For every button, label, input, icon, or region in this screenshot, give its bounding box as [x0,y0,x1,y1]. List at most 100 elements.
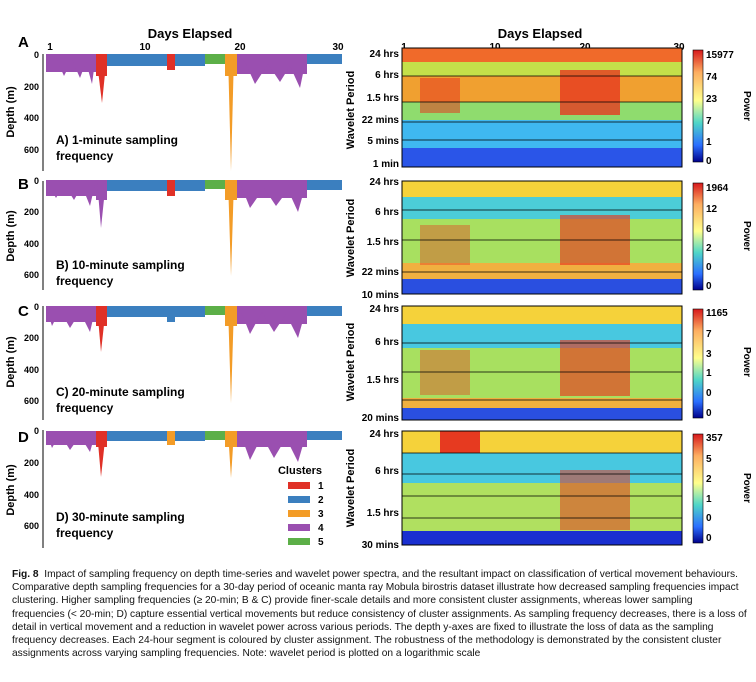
panel-title: A) 1-minute sampling [56,133,178,147]
power-label: 0 [706,156,712,167]
wavelet-heatmap [401,47,683,168]
wavelet-y-label: Wavelet Period [345,71,357,149]
power-labels: 15977 74 23 7 1 0 [706,50,734,167]
legend-label: 4 [318,523,324,534]
depth-x-axis-title: Days Elapsed [148,26,233,41]
depth-y-tick: 200 [24,333,39,343]
depth-y-tick: 400 [24,113,39,123]
depth-y-tick: 0 [34,426,39,436]
period-label: 6 hrs [375,207,399,218]
depth-y-tick: 400 [24,239,39,249]
panel-a: A 0 200 400 600 Depth (m) A) 1-minute sa… [5,34,752,171]
power-colorbar [692,433,704,544]
period-label: 10 mins [362,290,400,301]
power-label: 23 [706,94,718,105]
depth-x-tick: 30 [332,42,344,53]
figure-caption: Fig. 8 Impact of sampling frequency on d… [12,568,747,660]
depth-y-label: Depth (m) [5,464,17,516]
period-label: 22 mins [362,115,400,126]
panel-title: B) 10-minute sampling [56,258,185,272]
wavelet-y-label: Wavelet Period [345,449,357,527]
power-label: 1 [706,368,712,379]
legend-title: Clusters [278,465,322,477]
depth-y-tick: 200 [24,458,39,468]
period-label: 20 mins [362,413,400,424]
depth-x-tick: 10 [139,42,151,53]
power-label: 0 [706,533,712,544]
power-label: 0 [706,388,712,399]
depth-y-ticks: 0 200 400 600 [24,426,39,531]
power-axis-label: Power [741,91,752,121]
legend-label: 1 [318,481,324,492]
depth-y-label: Depth (m) [5,86,17,138]
depth-y-tick: 0 [34,176,39,186]
depth-y-ticks: 0 200 400 600 [24,176,39,280]
panel-d: D 0 200 400 600 Depth (m) D) 30-minute s… [5,426,752,551]
power-axis-label: Power [741,473,752,503]
wavelet-x-axis-title: Days Elapsed [498,26,583,41]
power-label: 0 [706,513,712,524]
power-label: 74 [706,72,718,83]
wavelet-y-label: Wavelet Period [345,323,357,401]
period-labels: 24 hrs 6 hrs 1.5 hrs 20 mins [362,304,400,424]
period-label: 24 hrs [370,177,400,188]
depth-y-tick: 400 [24,365,39,375]
power-label: 0 [706,281,712,292]
depth-y-tick: 400 [24,490,39,500]
panel-title: frequency [56,274,114,288]
power-label: 357 [706,433,723,444]
period-label: 24 hrs [370,429,400,440]
depth-y-ticks: 0 200 400 600 [24,50,39,155]
period-labels: 24 hrs 6 hrs 1.5 hrs 22 mins 10 mins [362,177,400,301]
power-colorbar [692,182,704,291]
power-label: 2 [706,243,712,254]
depth-trace [46,306,342,403]
depth-y-tick: 600 [24,396,39,406]
period-label: 24 hrs [370,49,400,60]
depth-y-ticks: 0 200 400 600 [24,302,39,406]
wavelet-heatmap [401,180,683,295]
depth-y-tick: 600 [24,145,39,155]
period-label: 6 hrs [375,70,399,81]
depth-y-label: Depth (m) [5,336,17,388]
power-label: 1 [706,494,712,505]
depth-trace [46,180,342,276]
panel-c: C 0 200 400 600 Depth (m) C) 20-minute s… [5,302,752,424]
depth-x-ticks: 1 10 20 30 [47,42,344,53]
power-label: 3 [706,349,712,360]
period-labels: 24 hrs 6 hrs 1.5 hrs 22 mins 5 mins 1 mi… [362,49,400,170]
power-label: 0 [706,262,712,273]
panel-letter: A [18,34,29,51]
depth-y-tick: 0 [34,50,39,60]
power-label: 7 [706,329,712,340]
legend-label: 3 [318,509,324,520]
panel-title: frequency [56,526,114,540]
depth-trace [46,54,342,171]
panel-title: D) 30-minute sampling [56,510,185,524]
period-label: 1.5 hrs [367,508,400,519]
depth-x-tick: 1 [47,42,53,53]
period-label: 1 min [373,159,399,170]
power-label: 1165 [706,308,728,319]
period-labels: 24 hrs 6 hrs 1.5 hrs 30 mins [362,429,400,551]
depth-y-tick: 200 [24,82,39,92]
legend-swatch-2 [288,496,310,503]
period-label: 24 hrs [370,304,400,315]
legend-swatch-1 [288,482,310,489]
power-colorbar [692,308,704,419]
legend-swatch-5 [288,538,310,545]
wavelet-heatmap [401,305,683,421]
depth-y-tick: 600 [24,521,39,531]
power-colorbar [692,49,704,163]
power-axis-label: Power [741,347,752,377]
power-label: 5 [706,454,712,465]
period-label: 5 mins [367,136,399,147]
depth-trace [46,431,342,478]
panel-letter: B [18,176,29,193]
period-label: 6 hrs [375,337,399,348]
power-axis-label: Power [741,221,752,251]
depth-x-tick: 20 [234,42,246,53]
power-label: 15977 [706,50,734,61]
legend-swatch-4 [288,524,310,531]
depth-y-tick: 200 [24,207,39,217]
